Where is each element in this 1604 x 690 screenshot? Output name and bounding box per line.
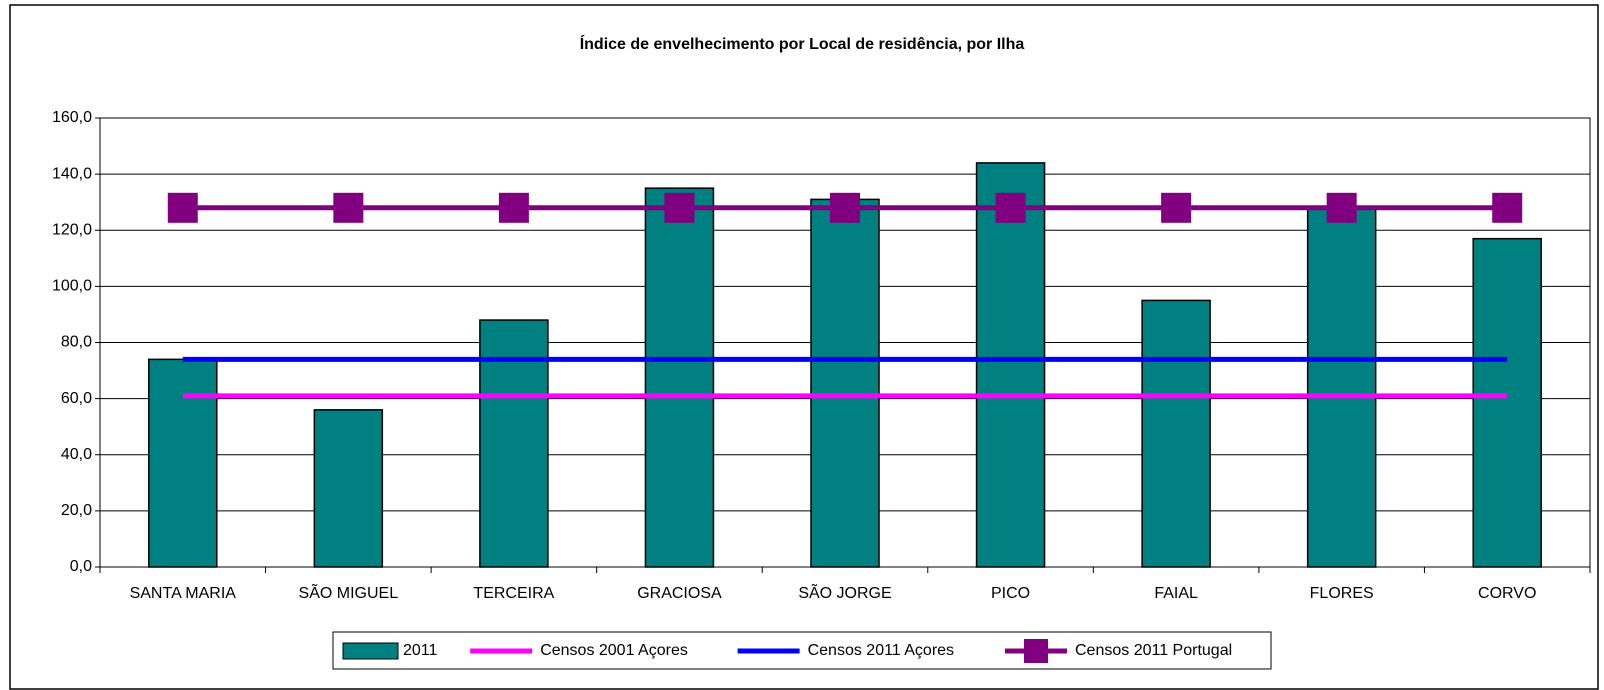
x-tick-label: GRACIOSA (637, 585, 722, 602)
y-tick-label: 120,0 (52, 221, 92, 238)
x-tick-label: SÃO JORGE (798, 582, 891, 602)
legend-label: Censos 2011 Portugal (1075, 642, 1232, 659)
y-tick-label: 0,0 (70, 558, 92, 575)
x-tick-label: PICO (991, 585, 1030, 602)
y-tick-label: 60,0 (61, 390, 92, 407)
chart-title: Índice de envelhecimento por Local de re… (580, 34, 1025, 53)
x-tick-label: FAIAL (1154, 585, 1198, 602)
marker (664, 192, 695, 223)
y-tick-label: 140,0 (52, 165, 92, 182)
y-tick-label: 160,0 (52, 109, 92, 126)
marker (995, 192, 1026, 223)
legend-box (332, 631, 1272, 670)
bar (644, 187, 715, 568)
x-tick-label: SÃO MIGUEL (299, 582, 399, 602)
legend-marker (1024, 639, 1048, 663)
x-tick-label: CORVO (1478, 585, 1536, 602)
legend-label: Censos 2001 Açores (540, 642, 688, 659)
marker (498, 192, 529, 223)
x-tick-label: TERCEIRA (473, 585, 554, 602)
bar (148, 358, 218, 568)
bar (1306, 207, 1377, 568)
marker (333, 192, 364, 223)
y-tick-label: 100,0 (52, 278, 92, 295)
marker (1492, 192, 1523, 223)
x-tick-label: SANTA MARIA (130, 585, 237, 602)
bar (975, 162, 1046, 568)
y-tick-label: 40,0 (61, 446, 92, 463)
marker (1326, 192, 1357, 223)
marker (167, 192, 198, 223)
x-tick-label: FLORES (1310, 585, 1374, 602)
y-tick-label: 20,0 (61, 502, 92, 519)
bar (810, 198, 880, 568)
legend-label: Censos 2011 Açores (808, 642, 954, 659)
bar (1141, 299, 1211, 568)
marker (830, 192, 860, 223)
bar (313, 409, 384, 568)
bar (1472, 237, 1542, 568)
marker (1161, 192, 1192, 223)
legend-swatch (342, 642, 399, 660)
legend-label: 2011 (403, 642, 438, 659)
y-tick-label: 80,0 (61, 334, 92, 351)
